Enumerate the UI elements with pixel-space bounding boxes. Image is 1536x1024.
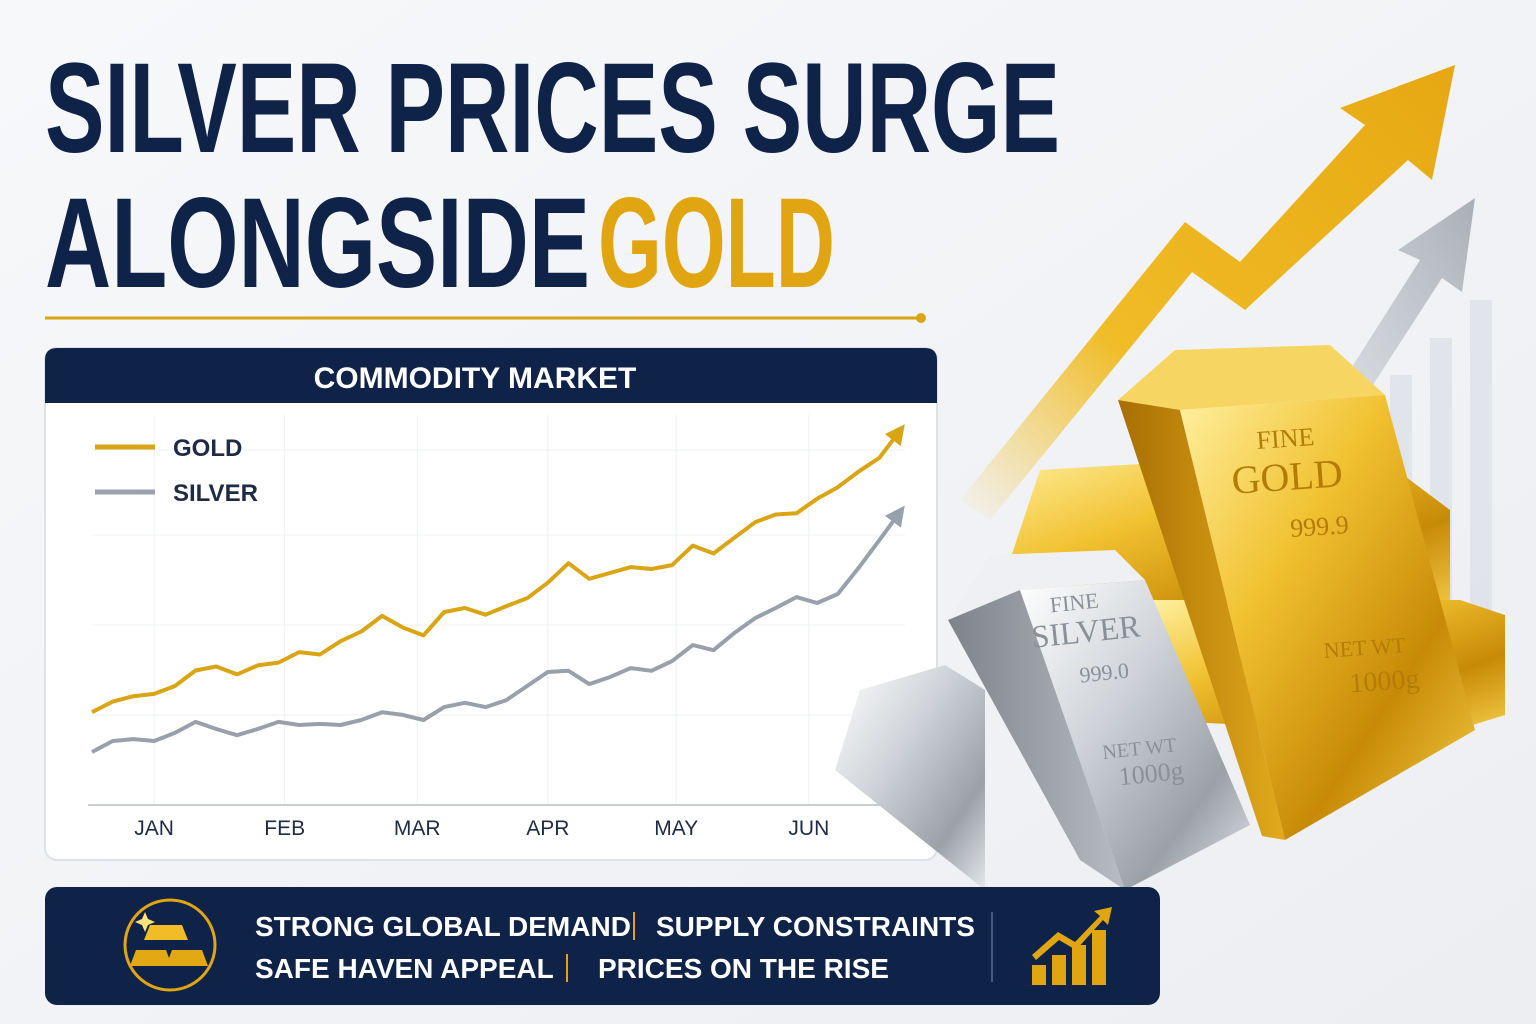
footer-chart-icon: [1032, 907, 1112, 985]
chart-title: COMMODITY MARKET: [314, 362, 637, 395]
bar-text: 999.0: [1078, 658, 1130, 688]
bar-text: NET WT: [1323, 632, 1407, 663]
h-grid: [92, 449, 905, 716]
chart-header: [45, 348, 937, 403]
footer-item: PRICES ON THE RISE: [598, 953, 889, 984]
headline-highlight: GOLD: [598, 172, 835, 315]
headline-line1: SILVER PRICES SURGE: [45, 37, 1060, 180]
series-line: [91, 424, 905, 714]
bar-text: GOLD: [1230, 450, 1344, 503]
chart-panel: [44, 347, 938, 861]
bar-text: FINE: [1049, 588, 1100, 618]
bullion: [835, 345, 1505, 890]
divider-dot: [916, 313, 926, 323]
footer-item: SUPPLY CONSTRAINTS: [656, 911, 975, 942]
bar-text: 1000g: [1348, 664, 1420, 700]
x-tick-label: MAY: [654, 817, 698, 840]
gold-bar-stamp: FINE GOLD 999.9 NET WT 1000g: [1230, 422, 1420, 699]
footer-banner: [45, 887, 1160, 1005]
headline-line2: ALONGSIDE: [45, 172, 590, 315]
x-tick-label: FEB: [264, 817, 305, 840]
series-line: [91, 505, 905, 754]
x-tick-label: JAN: [134, 817, 174, 840]
x-tick-label: MAR: [394, 817, 441, 840]
footer-icon: [123, 898, 217, 992]
x-tick-label: JUN: [788, 817, 829, 840]
footer-item: STRONG GLOBAL DEMAND: [255, 911, 631, 942]
bar-text: 1000g: [1117, 756, 1185, 792]
footer-item: SAFE HAVEN APPEAL: [255, 953, 554, 984]
legend-label: GOLD: [173, 435, 242, 462]
bar-text: FINE: [1256, 422, 1316, 455]
x-tick-label: APR: [526, 817, 569, 840]
legend-label: SILVER: [173, 480, 258, 507]
gold-arrow: [960, 65, 1455, 520]
bar-text: 999.9: [1289, 510, 1349, 543]
chart-layer: JAN FEB MAR APR MAY JUN GOLD SILVER: [91, 415, 905, 840]
